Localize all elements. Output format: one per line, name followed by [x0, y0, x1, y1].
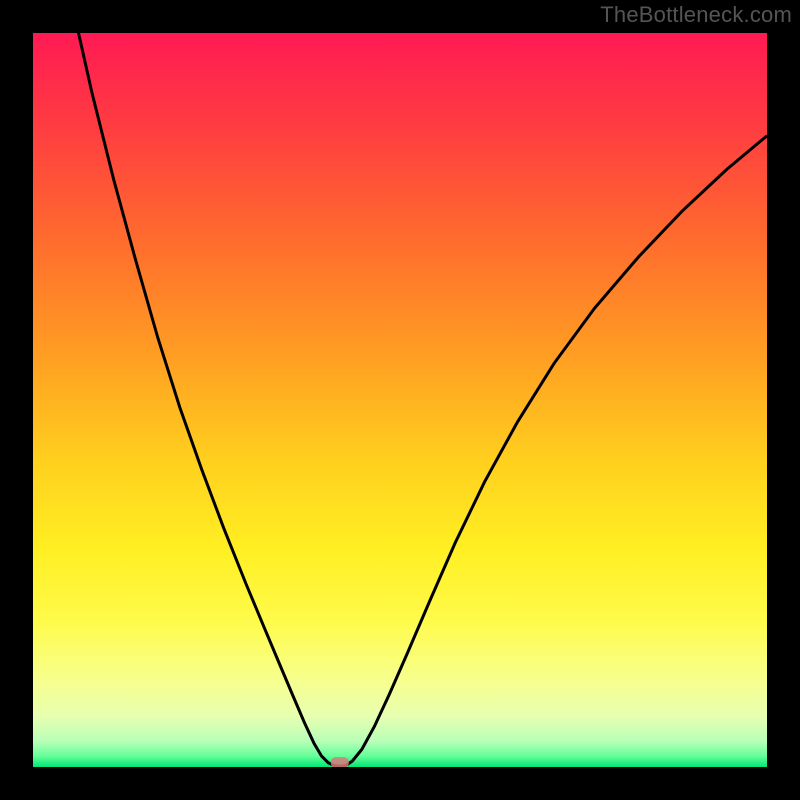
- bottleneck-chart: [0, 0, 800, 800]
- optimal-point-marker: [331, 757, 349, 768]
- figure-root: TheBottleneck.com: [0, 0, 800, 800]
- gradient-background: [33, 33, 767, 767]
